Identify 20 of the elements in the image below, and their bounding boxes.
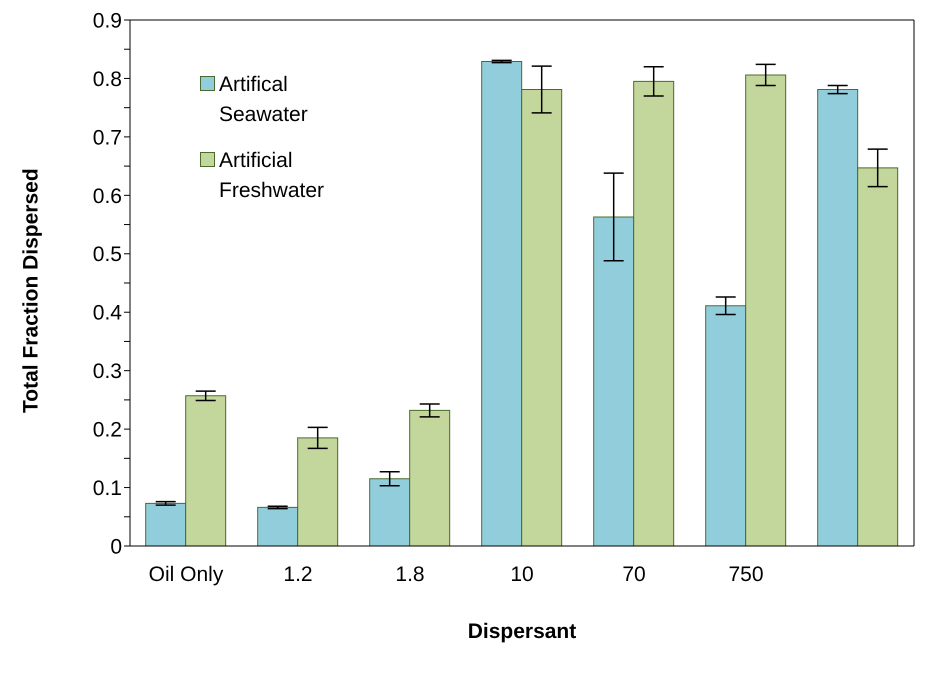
- x-tick-label: 750: [728, 562, 764, 586]
- y-tick-label: 0.2: [92, 418, 122, 442]
- x-tick-label: 1.8: [395, 562, 425, 586]
- x-tick-label: 70: [622, 562, 646, 586]
- x-axis-title: Dispersant: [468, 620, 576, 643]
- y-tick-label: 0.5: [92, 243, 122, 266]
- x-tick-label: 10: [510, 562, 534, 586]
- y-tick-label: 0.9: [92, 9, 122, 32]
- legend-label: Artificial Freshwater: [219, 148, 326, 204]
- y-tick-label: 0.3: [92, 360, 122, 384]
- y-tick-label: 0.6: [92, 184, 122, 208]
- x-tick-label: 1.2: [283, 562, 313, 586]
- y-tick-label: 0.7: [92, 126, 122, 150]
- y-tick-label: 0: [110, 535, 122, 558]
- y-axis-title: Total Fraction Dispersed: [19, 168, 42, 413]
- y-tick-label: 0.4: [92, 302, 122, 325]
- legend-label: Artifical Seawater: [219, 72, 309, 128]
- y-tick-label: 0.8: [92, 68, 122, 91]
- y-tick-label: 0.1: [92, 477, 122, 500]
- x-tick-label: Oil Only: [148, 562, 224, 586]
